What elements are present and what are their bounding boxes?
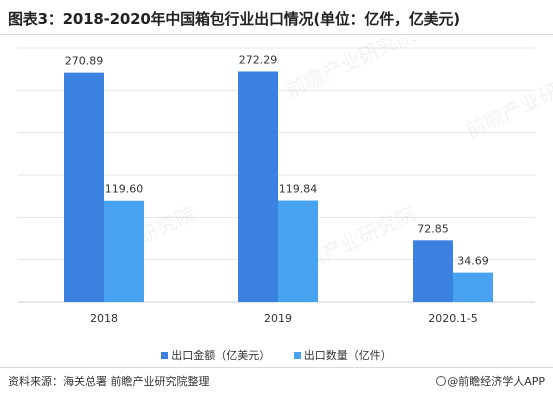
legend-item-amount: 出口金额（亿美元） [161,347,270,363]
bar-amount-1 [238,71,278,302]
brand-logo-icon [436,376,447,386]
legend-item-quantity: 出口数量（亿件） [293,347,392,363]
data-label: 119.84 [279,183,318,196]
data-label: 119.60 [105,183,144,196]
data-label: 270.89 [65,55,104,68]
chart-title: 图表3：2018-2020年中国箱包行业出口情况(单位：亿件，亿美元) [8,10,460,28]
legend-label-amount: 出口金额（亿美元） [171,349,271,362]
bar-amount-2 [413,240,453,302]
brand-text: @前瞻经济学人APP [447,375,545,388]
bar-quantity-1 [278,200,318,302]
legend-swatch-amount [161,352,169,359]
title-divider [0,34,553,35]
brand-credit: @前瞻经济学人APP [436,373,545,389]
watermark-text: 前瞻产业研究院 [462,62,553,143]
bar-quantity-0 [104,200,144,302]
bars [64,71,493,302]
x-axis-ticks: 2018 2019 2020.1-5 [90,312,478,325]
bar-quantity-2 [453,272,493,302]
x-tick-label: 2020.1-5 [428,312,477,325]
source-note: 资料来源：海关总署 前瞻产业研究院整理 [8,375,210,388]
data-label: 272.29 [239,53,278,66]
bar-chart: 前瞻产业研究院前瞻产业研究院前瞻产业研究院前瞻产业研究院 270.89119.6… [18,38,553,325]
data-label: 72.85 [417,222,449,235]
data-label: 34.69 [457,255,489,268]
data-labels: 270.89 119.60 272.29 119.84 72.85 34.69 [65,53,489,267]
footer-divider [0,367,553,368]
legend-label-quantity: 出口数量（亿件） [303,349,392,362]
x-tick-label: 2018 [90,312,118,325]
legend-swatch-quantity [293,352,301,359]
bar-amount-0 [64,72,104,302]
legend: 出口金额（亿美元） 出口数量（亿件） [0,347,553,363]
x-tick-label: 2019 [264,312,292,325]
